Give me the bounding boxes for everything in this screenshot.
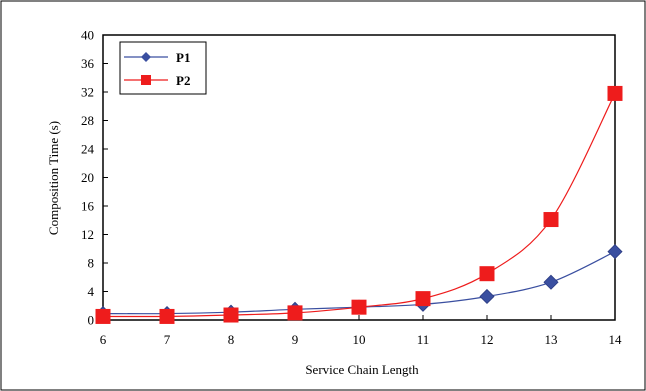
- y-tick-label: 36: [81, 56, 95, 71]
- data-point: [479, 266, 495, 282]
- y-axis: 0 4 8 12 16 20 24 28 32 36 40: [81, 28, 108, 328]
- y-tick-label: 0: [88, 313, 95, 328]
- x-tick-label: 11: [417, 332, 430, 347]
- y-axis-label: Composition Time (s): [46, 121, 61, 235]
- legend-label: P1: [176, 50, 190, 65]
- data-point: [415, 291, 431, 307]
- series-layer: [95, 85, 623, 324]
- data-point: [479, 288, 495, 305]
- data-point: [223, 307, 239, 323]
- y-tick-label: 24: [81, 142, 95, 157]
- x-tick-label: 8: [228, 332, 235, 347]
- x-tick-label: 14: [609, 332, 623, 347]
- y-tick-label: 12: [81, 227, 94, 242]
- x-tick-label: 12: [481, 332, 494, 347]
- legend-label: P2: [176, 73, 190, 88]
- data-point: [95, 308, 111, 324]
- data-point: [543, 274, 559, 290]
- data-point: [607, 85, 623, 101]
- y-tick-label: 40: [81, 28, 94, 43]
- x-tick-label: 9: [292, 332, 299, 347]
- y-tick-label: 4: [88, 284, 95, 299]
- y-tick-label: 8: [88, 256, 95, 271]
- x-tick-label: 13: [545, 332, 558, 347]
- legend-marker: [141, 75, 151, 85]
- y-tick-label: 20: [81, 170, 94, 185]
- legend: P1 P2: [119, 41, 207, 95]
- y-tick-label: 28: [81, 113, 94, 128]
- y-tick-label: 16: [81, 199, 95, 214]
- x-tick-label: 10: [353, 332, 366, 347]
- x-tick-label: 6: [100, 332, 107, 347]
- x-tick-label: 7: [164, 332, 171, 347]
- y-tick-label: 32: [81, 85, 94, 100]
- data-point: [287, 305, 303, 321]
- data-point: [607, 244, 623, 260]
- data-point: [159, 308, 175, 324]
- series-p2: [95, 85, 623, 324]
- legend-box: [119, 41, 207, 95]
- x-axis-label: Service Chain Length: [305, 362, 419, 377]
- legend-marker: [141, 52, 151, 62]
- x-axis: 6 7 8 9 10 11 12 13 14: [100, 315, 622, 347]
- data-point: [543, 212, 559, 228]
- data-point: [351, 299, 367, 315]
